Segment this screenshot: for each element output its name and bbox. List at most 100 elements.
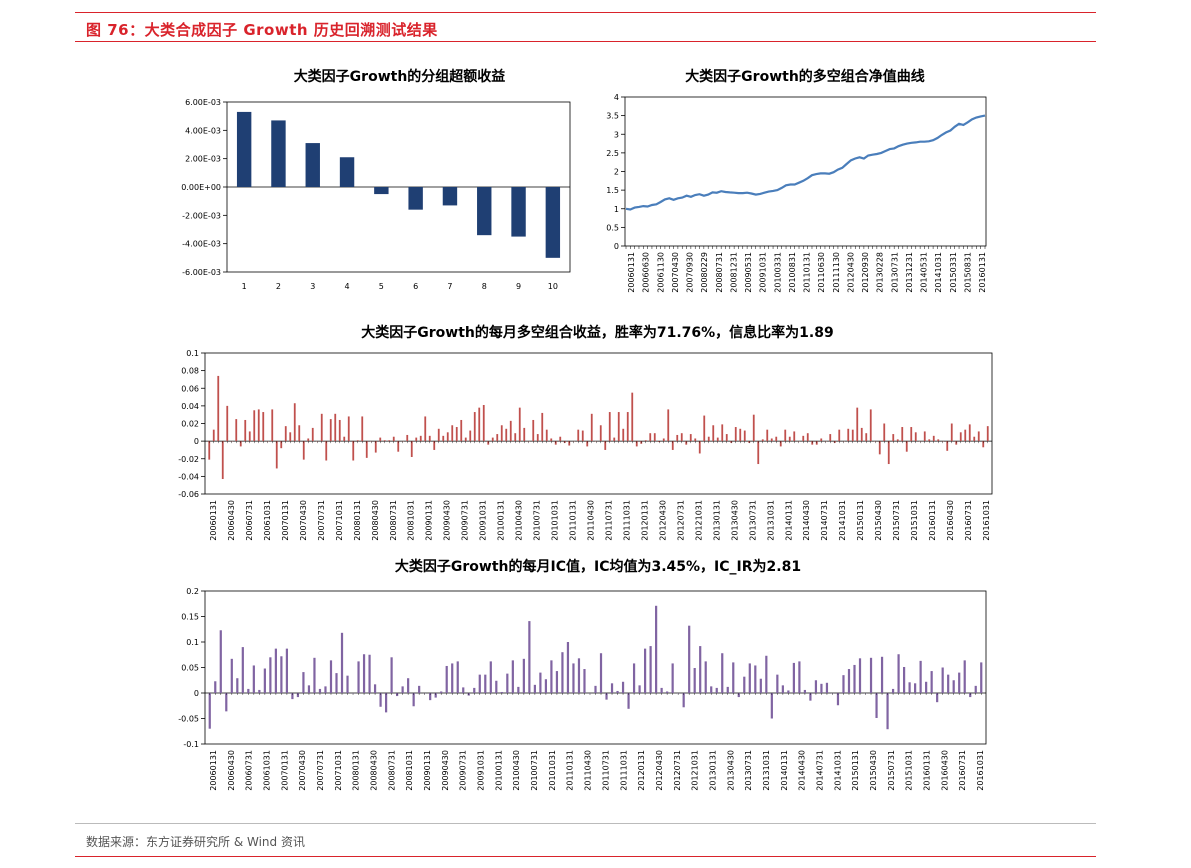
bar: [586, 441, 589, 447]
bar: [963, 660, 966, 693]
bar: [787, 690, 790, 693]
bar: [518, 407, 521, 442]
bar: [902, 666, 906, 693]
bar: [626, 412, 629, 442]
x-tick-label: 20060731: [245, 500, 254, 541]
x-tick-label: 20161031: [982, 500, 991, 541]
bar: [248, 431, 251, 442]
x-tick-label: 20150831: [963, 252, 972, 293]
x-tick-label: 20110430: [587, 500, 596, 541]
bar: [244, 419, 247, 442]
bar: [610, 683, 614, 693]
bar: [446, 432, 449, 442]
bar: [635, 441, 638, 447]
bar: [415, 437, 418, 442]
x-tick-label: 20150731: [892, 500, 901, 541]
bar: [666, 691, 669, 693]
bar: [739, 428, 742, 442]
x-tick-label: 20130430: [726, 750, 735, 791]
bar: [241, 647, 244, 693]
bar: [262, 412, 265, 442]
x-tick-label: 20080430: [370, 750, 379, 791]
bar: [699, 646, 702, 693]
bar: [946, 441, 949, 451]
x-tick-label: 20151031: [910, 500, 919, 541]
bar: [496, 434, 499, 442]
bar: [594, 685, 597, 693]
x-tick-label: 20100430: [515, 500, 524, 541]
bar: [583, 669, 586, 693]
x-tick-label: 20070131: [280, 750, 289, 791]
x-tick-label: 20150731: [887, 750, 896, 791]
bar: [743, 430, 746, 442]
x-tick-label: 20100731: [533, 500, 542, 541]
bar: [506, 673, 509, 693]
bar: [667, 409, 670, 442]
bar: [532, 419, 535, 442]
bar: [590, 413, 593, 442]
x-tick-label: 20130731: [890, 252, 899, 293]
x-tick-label: 20110630: [817, 252, 826, 293]
bar: [784, 429, 787, 442]
bar: [820, 438, 823, 442]
y-tick-label: 2.5: [606, 149, 619, 158]
bar: [523, 427, 526, 442]
x-tick-label: 8: [482, 282, 487, 291]
bar: [374, 187, 389, 195]
bar: [489, 661, 492, 693]
bar: [329, 660, 333, 693]
bar: [433, 441, 436, 450]
x-tick-label: 20150430: [874, 500, 883, 541]
x-tick-label: 20080430: [371, 500, 380, 541]
bar: [329, 419, 332, 442]
bar: [462, 687, 465, 693]
y-tick-label: -0.05: [178, 715, 199, 724]
y-tick-label: -0.06: [178, 490, 199, 499]
bar: [356, 440, 359, 442]
bar: [649, 646, 652, 693]
bar: [803, 689, 807, 693]
x-tick-label: 20110430: [584, 750, 593, 791]
x-tick-label: 20140430: [798, 750, 807, 791]
x-tick-label: 20080131: [352, 750, 361, 791]
bar: [959, 432, 962, 442]
y-tick-label: 6.00E-03: [185, 98, 221, 107]
bar: [952, 680, 955, 693]
bar: [397, 441, 400, 452]
x-tick-label: 20061031: [263, 500, 272, 541]
x-tick-label: 20110131: [803, 252, 812, 293]
bar: [511, 187, 526, 237]
bar: [257, 409, 260, 442]
bar: [550, 660, 553, 693]
bar: [545, 187, 561, 258]
x-tick-label: 9: [516, 282, 521, 291]
bar: [712, 425, 715, 442]
bar: [368, 654, 371, 693]
x-tick-label: 20110731: [604, 500, 613, 541]
group-return-bar-chart: 6.00E-03 4.00E-03 2.00E-03 0.00E+00 -2.00E-0…: [181, 98, 571, 291]
x-tick-label: 20150331: [949, 252, 958, 293]
bar: [856, 407, 859, 442]
bar: [212, 429, 215, 442]
bar: [495, 680, 498, 693]
bar: [437, 428, 440, 442]
x-tick-label: 20060131: [627, 252, 636, 293]
bar: [247, 688, 250, 693]
y-tick-label: 2.00E-03: [185, 155, 221, 164]
bar: [335, 673, 338, 693]
bar: [947, 674, 950, 693]
x-tick-label: 20131031: [762, 750, 771, 791]
x-tick-label: 20120731: [676, 500, 685, 541]
x-tick-label: 20140731: [820, 500, 829, 541]
bar: [599, 425, 602, 442]
bar: [418, 685, 421, 693]
bar: [788, 436, 791, 442]
bar: [343, 436, 346, 442]
bar: [275, 441, 278, 469]
x-tick-label: 20130228: [876, 252, 885, 293]
x-tick-label: 20080131: [353, 500, 362, 541]
y-tick-label: -0.02: [178, 455, 199, 464]
bar: [644, 440, 647, 442]
bar: [484, 674, 487, 693]
y-tick-label: 0.04: [181, 402, 199, 411]
